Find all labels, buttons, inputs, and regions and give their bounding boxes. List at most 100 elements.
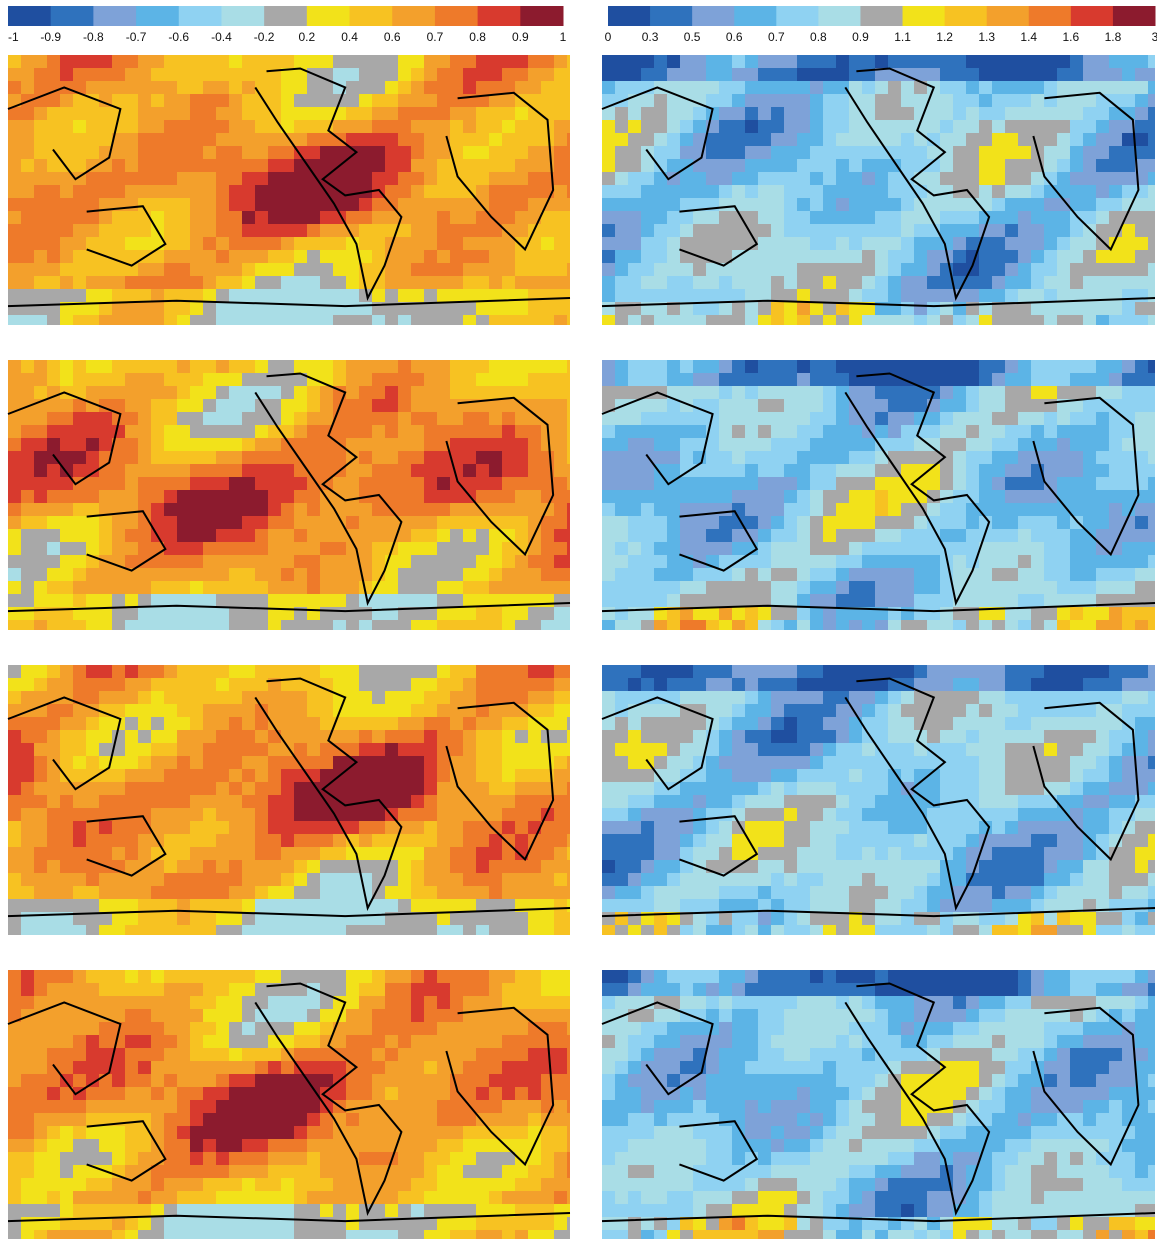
map-cell [927,146,940,159]
map-cell [125,211,138,224]
map-cell [502,847,515,860]
map-cell [450,756,463,769]
map-cell [60,665,73,678]
map-cell [628,107,641,120]
map-cell [1018,581,1031,594]
map-cell [398,464,411,477]
map-cell [242,542,255,555]
map-cell [1070,360,1083,373]
map-cell [151,730,164,743]
map-cell [138,224,151,237]
map-cell [901,691,914,704]
map-cell [281,769,294,782]
map-cell [125,438,138,451]
map-cell [758,120,771,133]
map-cell [901,581,914,594]
map-cell [745,691,758,704]
map-cell [99,133,112,146]
map-cell [528,860,541,873]
map-cell [615,717,628,730]
map-cell [1018,743,1031,756]
colorbar-segment [818,6,861,26]
map-cell [216,490,229,503]
map-cell [359,276,372,289]
map-cell [1070,315,1083,325]
map-cell [34,795,47,808]
map-cell [125,224,138,237]
map-cell [99,503,112,516]
map-cell [294,412,307,425]
map-cell [528,912,541,925]
map-cell [60,399,73,412]
map-cell [667,451,680,464]
map-cell [151,665,164,678]
map-cell [502,133,515,146]
map-cell [229,120,242,133]
map-cell [8,925,21,935]
map-cell [823,620,836,630]
map-cell [346,263,359,276]
map-cell [875,94,888,107]
map-cell [966,81,979,94]
map-cell [719,756,732,769]
map-cell [8,250,21,263]
map-cell [268,146,281,159]
map-cell [268,925,281,935]
map-cell [719,678,732,691]
map-cell [1096,315,1109,325]
map-cell [450,581,463,594]
map-cell [398,263,411,276]
map-cell [99,730,112,743]
map-cell [719,412,732,425]
map-cell [216,451,229,464]
map-cell [177,581,190,594]
map-cell [216,185,229,198]
map-cell [398,834,411,847]
map-cell [294,360,307,373]
map-cell [953,172,966,185]
map-cell [567,237,570,250]
map-cell [34,224,47,237]
map-cell [836,68,849,81]
map-cell [567,899,570,912]
map-cell [914,250,927,263]
map-cell [47,185,60,198]
map-cell [1018,399,1031,412]
map-cell [528,302,541,315]
map-cell [268,302,281,315]
map-cell [901,451,914,464]
map-cell [732,704,745,717]
map-cell [411,912,424,925]
map-cell [1044,263,1057,276]
map-cell [359,373,372,386]
map-cell [424,899,437,912]
map-cell [437,529,450,542]
map-cell [953,315,966,325]
map-cell [966,399,979,412]
map-cell [1135,386,1148,399]
map-cell [758,594,771,607]
map-cell [888,224,901,237]
map-cell [47,315,60,325]
map-cell [888,289,901,302]
map-cell [359,717,372,730]
map-cell [34,665,47,678]
map-cell [1005,412,1018,425]
map-cell [862,743,875,756]
map-cell [8,133,21,146]
map-cell [190,704,203,717]
map-cell [34,373,47,386]
map-cell [1018,360,1031,373]
map-cell [1109,146,1122,159]
map-cell [602,185,615,198]
map-cell [927,412,940,425]
map-cell [307,224,320,237]
map-cell [255,120,268,133]
map-cell [797,386,810,399]
map-cell [1044,315,1057,325]
map-cell [268,425,281,438]
map-cell [177,808,190,821]
map-cell [34,425,47,438]
map-cell [372,360,385,373]
map-cell [34,464,47,477]
